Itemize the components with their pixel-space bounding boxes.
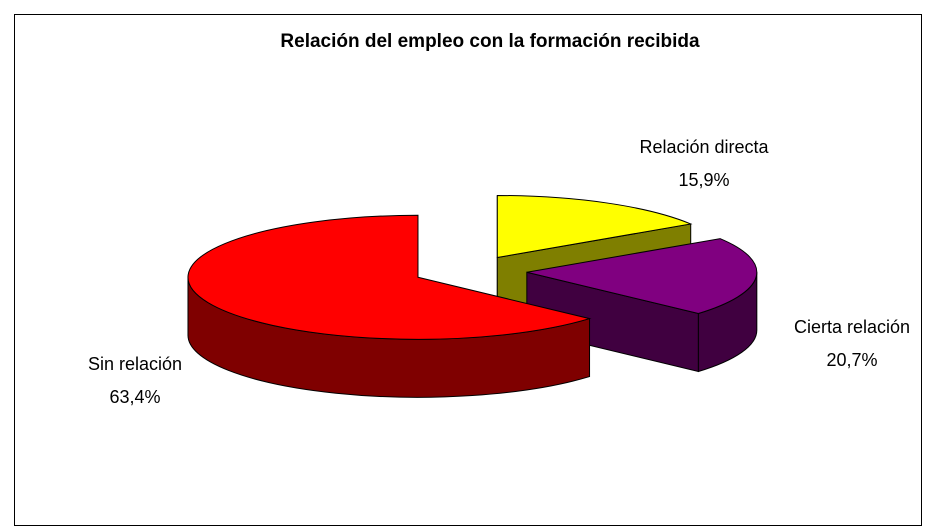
slice — [526, 238, 758, 373]
pie — [187, 194, 758, 398]
chart-title: Relación del empleo con la formación rec… — [280, 31, 700, 52]
slice-value-label: 15,9% — [678, 170, 729, 190]
slice-top — [496, 194, 693, 259]
chart-frame — [14, 14, 922, 526]
slice — [187, 214, 592, 398]
slice-label: Cierta relación — [794, 317, 910, 337]
slice-top — [187, 214, 592, 340]
slice-value-label: 20,7% — [826, 350, 877, 370]
slice-top — [526, 238, 758, 315]
slice-label: Relación directa — [639, 137, 769, 157]
slice-label: Sin relación — [88, 354, 182, 374]
slice-value-label: 63,4% — [109, 387, 160, 407]
labels: Relación directa 15,9% Cierta relación 20,7… — [88, 137, 910, 407]
